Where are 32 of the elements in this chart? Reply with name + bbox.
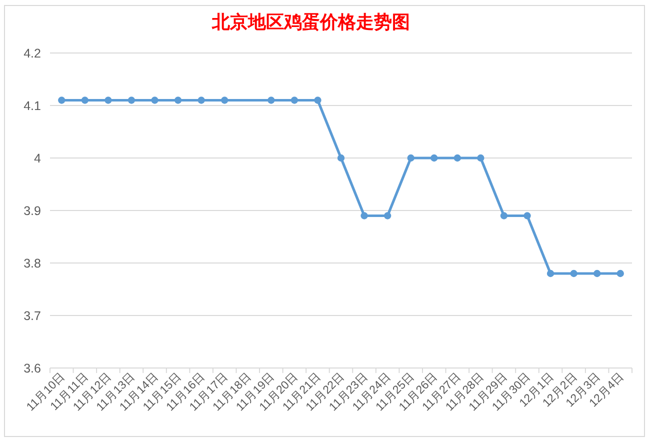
- ytick: 4.2: [24, 46, 41, 60]
- point: [500, 212, 508, 220]
- point: [314, 96, 322, 104]
- point: [524, 212, 531, 220]
- ytick: 3.8: [24, 256, 41, 270]
- point: [454, 154, 461, 162]
- point: [151, 96, 158, 104]
- ytick: 4.1: [24, 99, 41, 113]
- point: [81, 96, 89, 104]
- point: [616, 270, 624, 278]
- point: [477, 154, 484, 162]
- ytick: 4: [34, 152, 41, 166]
- point: [104, 96, 112, 104]
- point: [360, 212, 368, 220]
- point: [384, 212, 392, 220]
- point: [407, 154, 414, 162]
- point: [221, 96, 228, 104]
- point: [58, 96, 66, 104]
- ytick: 3.9: [24, 204, 41, 218]
- point: [593, 270, 601, 278]
- point: [128, 96, 136, 104]
- point: [430, 154, 438, 162]
- ytick: 3.6: [24, 362, 41, 376]
- point: [546, 270, 554, 278]
- point: [268, 96, 275, 104]
- point: [570, 270, 578, 278]
- point: [174, 96, 182, 104]
- point: [198, 96, 205, 104]
- ytick: 3.7: [24, 309, 41, 323]
- point: [290, 96, 298, 104]
- point: [337, 154, 345, 162]
- title: 北京地区鸡蛋价格走势图: [212, 12, 410, 32]
